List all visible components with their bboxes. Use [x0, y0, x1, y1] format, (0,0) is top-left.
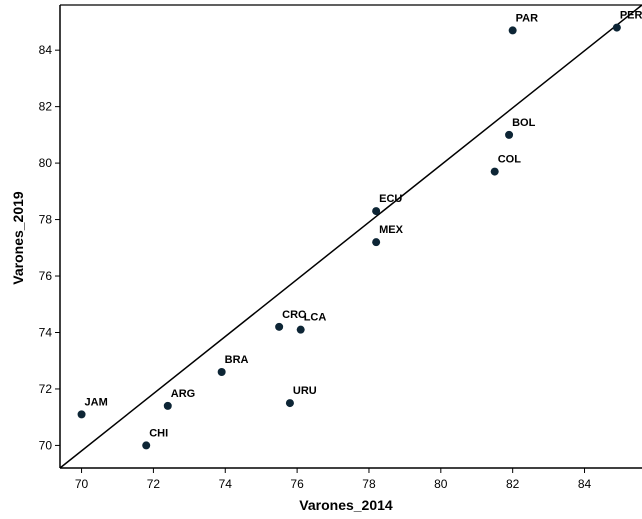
data-point-arg — [163, 401, 172, 410]
plot-area — [59, 4, 642, 469]
x-axis: 70 72 74 76 78 80 82 84 — [60, 467, 642, 491]
point-label-mex: MEX — [379, 224, 404, 236]
data-point-lca — [296, 325, 305, 334]
point-label-bra: BRA — [225, 354, 249, 366]
data-point-ecu — [372, 207, 381, 216]
y-tick-label: 70 — [39, 438, 53, 452]
x-tick-label: 80 — [434, 477, 448, 491]
y-tick-label: 80 — [39, 156, 53, 170]
x-tick-label: 74 — [219, 477, 233, 491]
y-axis: 70 72 74 76 78 80 82 84 — [39, 5, 61, 468]
point-label-chi: CHI — [149, 427, 168, 439]
y-axis-title: Varones_2019 — [10, 191, 26, 285]
data-point-jam — [77, 410, 86, 419]
y-tick-label: 82 — [39, 100, 53, 114]
data-point-uru — [285, 399, 294, 408]
point-label-jam: JAM — [85, 396, 108, 408]
x-axis-title: Varones_2014 — [299, 497, 393, 513]
y-tick-label: 72 — [39, 382, 53, 396]
data-point-par — [508, 26, 517, 35]
data-point-per — [612, 23, 621, 32]
point-label-arg: ARG — [171, 388, 195, 400]
x-tick-label: 82 — [506, 477, 520, 491]
point-label-uru: URU — [293, 385, 317, 397]
point-label-per: PER — [620, 10, 642, 22]
x-tick-label: 84 — [578, 477, 592, 491]
y-tick-label: 74 — [39, 325, 53, 339]
point-label-par: PAR — [516, 12, 538, 24]
point-label-crc: CRC — [282, 309, 306, 321]
x-tick-label: 72 — [147, 477, 161, 491]
data-point-crc — [275, 322, 284, 331]
data-point-col — [490, 167, 499, 176]
x-tick-label: 70 — [75, 477, 89, 491]
point-label-lca: LCA — [304, 312, 327, 324]
y-tick-label: 78 — [39, 213, 53, 227]
point-label-ecu: ECU — [379, 193, 402, 205]
x-tick-label: 78 — [362, 477, 376, 491]
x-tick-label: 76 — [290, 477, 304, 491]
y-tick-label: 76 — [39, 269, 53, 283]
data-point-bra — [217, 368, 226, 377]
y-tick-label: 84 — [39, 43, 53, 57]
data-point-mex — [372, 238, 381, 247]
reference-line — [59, 4, 642, 469]
point-label-bol: BOL — [512, 117, 536, 129]
data-point-chi — [142, 441, 151, 450]
data-point-bol — [505, 130, 514, 139]
point-label-col: COL — [498, 154, 522, 166]
